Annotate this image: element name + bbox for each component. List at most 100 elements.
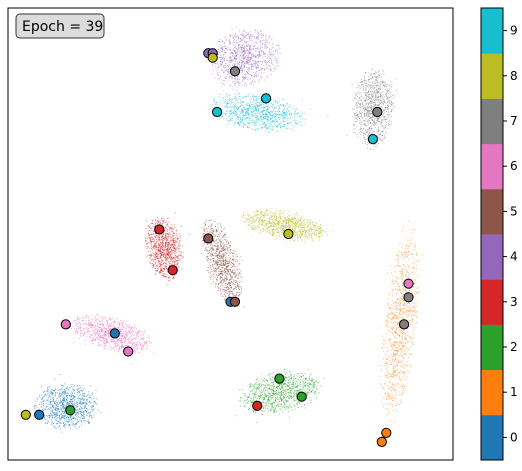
scatter-point (392, 358, 394, 360)
scatter-point (150, 241, 152, 243)
scatter-point (241, 260, 243, 261)
scatter-point (271, 55, 273, 57)
scatter-point (231, 51, 233, 53)
scatter-point (264, 384, 266, 386)
scatter-point (157, 236, 159, 238)
scatter-point (240, 66, 242, 68)
scatter-point (173, 252, 175, 254)
scatter-point (272, 381, 274, 383)
scatter-point (156, 249, 158, 251)
scatter-point (268, 56, 270, 58)
scatter-point (81, 418, 83, 420)
scatter-point (160, 222, 162, 224)
scatter-point (219, 56, 221, 58)
scatter-point (46, 403, 48, 405)
scatter-point (399, 289, 401, 291)
scatter-point (259, 54, 261, 56)
scatter-point (72, 417, 74, 419)
scatter-point (401, 242, 403, 244)
scatter-point (46, 399, 48, 401)
scatter-point (74, 418, 76, 420)
scatter-point (410, 242, 412, 244)
scatter-point (223, 65, 224, 67)
scatter-point (261, 50, 263, 52)
scatter-point (300, 379, 302, 381)
scatter-point (251, 402, 253, 404)
scatter-point (63, 391, 65, 393)
scatter-point (241, 39, 243, 41)
scatter-point (240, 289, 242, 291)
scatter-point (278, 405, 280, 407)
scatter-point (413, 283, 415, 285)
scatter-point (397, 282, 399, 284)
scatter-point (225, 47, 227, 49)
scatter-point (236, 54, 237, 56)
scatter-point (222, 271, 224, 273)
scatter-point (165, 249, 167, 251)
scatter-point (404, 265, 406, 267)
scatter-point (223, 71, 225, 73)
scatter-point (62, 416, 63, 418)
scatter-point (154, 236, 155, 238)
scatter-point (231, 60, 233, 62)
scatter-point (396, 318, 398, 320)
scatter-point (391, 393, 393, 395)
scatter-point (315, 393, 317, 395)
scatter-point (391, 398, 392, 400)
scatter-point (76, 400, 78, 402)
scatter-point (390, 420, 392, 422)
scatter-point (174, 258, 176, 260)
scatter-point (219, 39, 221, 41)
scatter-point (407, 328, 409, 329)
scatter-point (228, 268, 230, 270)
scatter-point (145, 246, 147, 248)
scatter-point (220, 281, 222, 283)
scatter-point (90, 405, 92, 407)
scatter-point (217, 257, 219, 259)
scatter-point (161, 269, 162, 271)
scatter-point (265, 407, 266, 409)
scatter-point (71, 399, 73, 401)
scatter-point (242, 78, 244, 80)
scatter-point (405, 304, 407, 306)
scatter-point (387, 313, 389, 315)
scatter-point (234, 46, 236, 47)
scatter-point (403, 364, 405, 366)
scatter-point (173, 257, 175, 259)
scatter-point (228, 73, 230, 74)
scatter-point (386, 326, 388, 328)
scatter-point (396, 363, 398, 364)
scatter-point (260, 67, 262, 69)
scatter-point (84, 413, 86, 415)
scatter-point (254, 81, 256, 83)
scatter-point (401, 394, 403, 395)
scatter-point (160, 250, 162, 252)
scatter-point (275, 397, 277, 399)
scatter-point (255, 393, 257, 395)
scatter-point (224, 299, 226, 301)
scatter-point (246, 37, 248, 39)
scatter-point (53, 407, 55, 409)
scatter-point (296, 398, 298, 400)
scatter-point (411, 271, 413, 273)
scatter-point (396, 353, 397, 355)
scatter-point (398, 335, 400, 337)
scatter-point (243, 50, 245, 52)
scatter-point (77, 406, 79, 407)
scatter-point (418, 260, 420, 262)
scatter-point (166, 225, 168, 227)
scatter-point (177, 263, 179, 264)
scatter-point (52, 393, 54, 394)
scatter-point (213, 270, 215, 272)
scatter-point (224, 287, 226, 288)
scatter-point (177, 260, 179, 261)
scatter-point (244, 76, 246, 78)
scatter-point (156, 245, 157, 247)
scatter-point (233, 264, 234, 266)
scatter-point (53, 425, 55, 427)
scatter-point (257, 69, 259, 71)
scatter-point (246, 41, 247, 43)
scatter-point (276, 45, 278, 47)
scatter-point (386, 375, 388, 377)
scatter-point (61, 391, 63, 393)
